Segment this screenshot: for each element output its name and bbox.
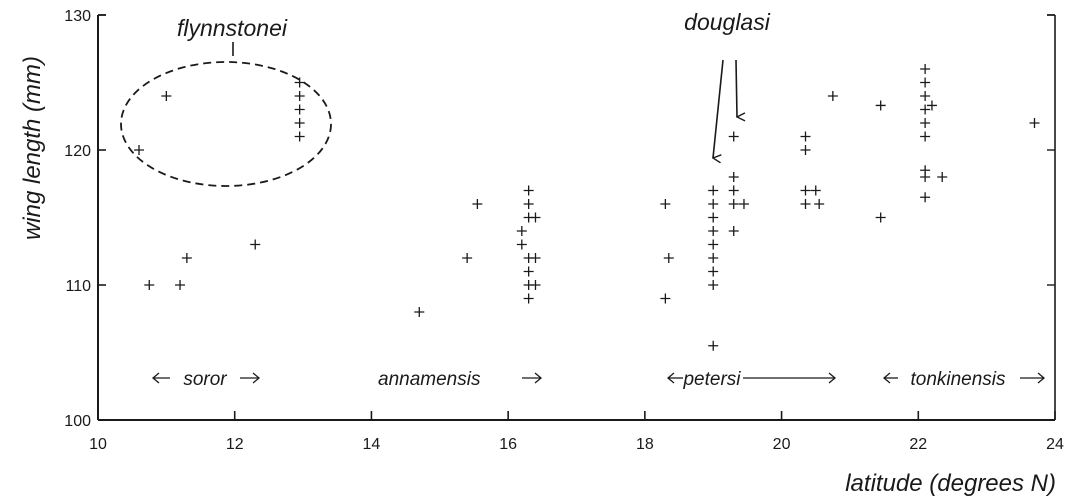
data-point (800, 131, 811, 142)
data-point (728, 131, 739, 142)
soror-range: soror (151, 369, 261, 390)
x-tick-label: 20 (773, 436, 791, 453)
data-point (800, 199, 811, 209)
axis-ticks (97, 14, 1056, 421)
tonkinensis-label: tonkinensis (910, 369, 1006, 390)
data-point (708, 266, 719, 277)
data-point (294, 131, 305, 142)
petersi-range: petersi (666, 369, 837, 390)
data-point (827, 91, 838, 101)
data-point (523, 266, 534, 277)
data-point (920, 192, 931, 203)
data-point (920, 77, 931, 88)
data-points (134, 64, 1040, 351)
data-point (708, 340, 719, 351)
soror-label: soror (183, 369, 227, 390)
x-axis-title: latitude (degrees N) (845, 470, 1056, 497)
y-tick-label: 110 (65, 278, 91, 295)
data-point (530, 280, 541, 290)
data-point (161, 91, 172, 101)
data-point (294, 77, 305, 88)
data-point (920, 172, 931, 182)
annamensis-label: annamensis (378, 369, 481, 390)
x-tick-label: 10 (89, 436, 107, 453)
data-point (294, 104, 305, 115)
data-point (1029, 118, 1040, 128)
y-tick-label: 130 (64, 8, 91, 25)
data-point (144, 280, 155, 290)
data-point (814, 199, 825, 209)
data-point (294, 118, 305, 128)
y-tick-label: 100 (64, 413, 91, 430)
y-axis-title: wing length (mm) (19, 56, 46, 240)
data-point (523, 185, 534, 196)
data-point (708, 199, 719, 209)
data-point (738, 199, 749, 209)
data-point (523, 199, 534, 209)
data-point (800, 185, 811, 196)
data-point (181, 253, 192, 263)
x-tick-label: 18 (636, 436, 654, 453)
x-tick-label: 12 (226, 436, 244, 453)
data-point (800, 145, 811, 155)
data-point (134, 145, 145, 155)
x-tick-label: 22 (909, 436, 927, 453)
data-point (294, 91, 305, 101)
data-point (462, 253, 473, 263)
douglasi-arrow-left (713, 59, 724, 158)
x-tick-label: 16 (499, 436, 517, 453)
data-point (708, 185, 719, 196)
tonkinensis-range: tonkinensis (882, 369, 1046, 390)
data-point (660, 199, 671, 209)
data-point (530, 212, 541, 223)
data-point (728, 185, 739, 196)
data-point (708, 212, 719, 223)
x-tick-label: 14 (363, 436, 381, 453)
data-point (920, 118, 931, 128)
flynnstonei-ellipse (120, 61, 332, 187)
data-point (472, 199, 483, 209)
flynnstonei-label: flynnstonei (177, 15, 288, 41)
data-point (530, 253, 541, 263)
data-point (708, 280, 719, 290)
douglasi-label: douglasi (684, 9, 771, 35)
x-tick-label: 24 (1046, 436, 1064, 453)
data-point (920, 104, 931, 115)
data-point (660, 293, 671, 304)
data-point (937, 172, 948, 182)
data-point (728, 226, 739, 236)
data-point (920, 131, 931, 142)
data-point (920, 91, 931, 101)
data-point (175, 280, 186, 290)
douglasi-arrow-right (735, 59, 737, 117)
data-point (810, 185, 821, 196)
data-point (516, 226, 527, 236)
tick-labels: 10 12 14 16 18 20 22 24 100 110 120 130 (64, 8, 1064, 453)
data-point (708, 239, 719, 250)
data-point (728, 172, 739, 182)
data-point (708, 253, 719, 263)
data-point (414, 307, 425, 317)
data-point (875, 212, 886, 223)
data-point (523, 293, 534, 304)
y-tick-label: 120 (64, 143, 91, 160)
petersi-label: petersi (682, 369, 741, 390)
annamensis-range: annamensis (378, 369, 543, 390)
data-point (920, 64, 931, 74)
data-point (663, 253, 674, 263)
data-point (250, 239, 261, 250)
data-point (728, 199, 739, 209)
data-point (516, 239, 527, 250)
data-point (875, 100, 886, 111)
data-point (708, 226, 719, 236)
data-point (926, 100, 937, 111)
